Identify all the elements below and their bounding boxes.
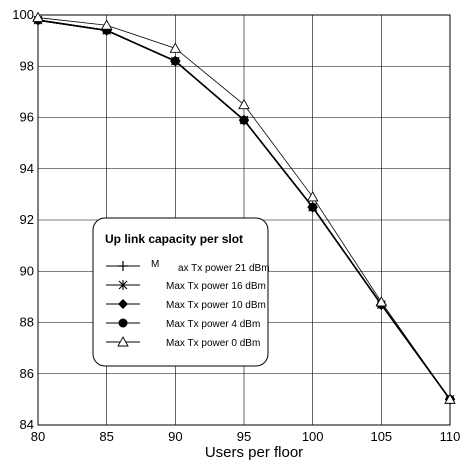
y-tick-label: 92 bbox=[20, 212, 34, 227]
y-tick-label: 96 bbox=[20, 110, 34, 125]
series-triangle bbox=[32, 11, 456, 404]
series-group bbox=[32, 11, 456, 405]
y-tick-label: 94 bbox=[20, 161, 34, 176]
legend-marker-asterisk bbox=[118, 280, 128, 290]
y-axis-ticks: 84 86 88 90 92 94 96 98 100 bbox=[12, 7, 34, 432]
legend-label: Max Tx power 0 dBm bbox=[166, 338, 260, 349]
plot-area-frame bbox=[37, 14, 451, 426]
y-tick-label: 86 bbox=[20, 366, 34, 381]
y-tick-label: 84 bbox=[20, 417, 34, 432]
data-point-triangle bbox=[100, 19, 113, 30]
x-tick-label: 90 bbox=[168, 429, 182, 444]
x-tick-label: 100 bbox=[302, 429, 324, 444]
data-point-triangle bbox=[238, 98, 250, 110]
legend-label: Max Tx power 10 dBm bbox=[166, 300, 266, 311]
data-point-circle bbox=[170, 56, 180, 66]
y-tick-label: 100 bbox=[12, 7, 34, 22]
x-tick-label: 105 bbox=[370, 429, 392, 444]
data-point-triangle bbox=[375, 296, 388, 307]
data-point-circle bbox=[239, 115, 249, 125]
x-tick-label: 85 bbox=[99, 429, 113, 444]
legend-marker-diamond bbox=[118, 299, 128, 309]
legend-box bbox=[92, 217, 269, 367]
x-axis-ticks: 80 85 90 95 100 105 110 bbox=[31, 429, 461, 444]
data-point-triangle bbox=[32, 11, 44, 23]
legend-label: ax Tx power 21 dBm bbox=[178, 263, 270, 274]
legend-entry: Max Tx power 10 dBm bbox=[106, 299, 266, 311]
legend-entry: Max Tx power 4 dBm bbox=[106, 318, 260, 330]
y-tick-label: 98 bbox=[20, 58, 34, 73]
legend-marker-circle bbox=[118, 318, 128, 328]
y-tick-label: 90 bbox=[20, 263, 34, 278]
x-tick-label: 95 bbox=[237, 429, 251, 444]
legend-entry: Max Tx power 0 dBm bbox=[106, 336, 260, 349]
legend-entry: Max Tx power 16 dBm bbox=[106, 280, 266, 292]
legend-marker-plus bbox=[118, 261, 128, 271]
legend-label: Max Tx power 4 dBm bbox=[166, 319, 260, 330]
data-point-triangle bbox=[444, 393, 456, 404]
x-tick-label: 80 bbox=[31, 429, 45, 444]
x-axis-label: Users per floor bbox=[205, 444, 303, 461]
legend-title: Up link capacity per slot bbox=[105, 232, 243, 246]
legend-label: Max Tx power 16 dBm bbox=[166, 281, 266, 292]
y-tick-label: 88 bbox=[20, 315, 34, 330]
legend-marker-triangle bbox=[117, 336, 129, 347]
data-point-triangle bbox=[169, 42, 182, 53]
data-point-triangle bbox=[306, 191, 319, 202]
data-point-circle bbox=[308, 202, 318, 212]
x-tick-label: 110 bbox=[440, 429, 461, 444]
legend-label: M bbox=[151, 259, 159, 270]
